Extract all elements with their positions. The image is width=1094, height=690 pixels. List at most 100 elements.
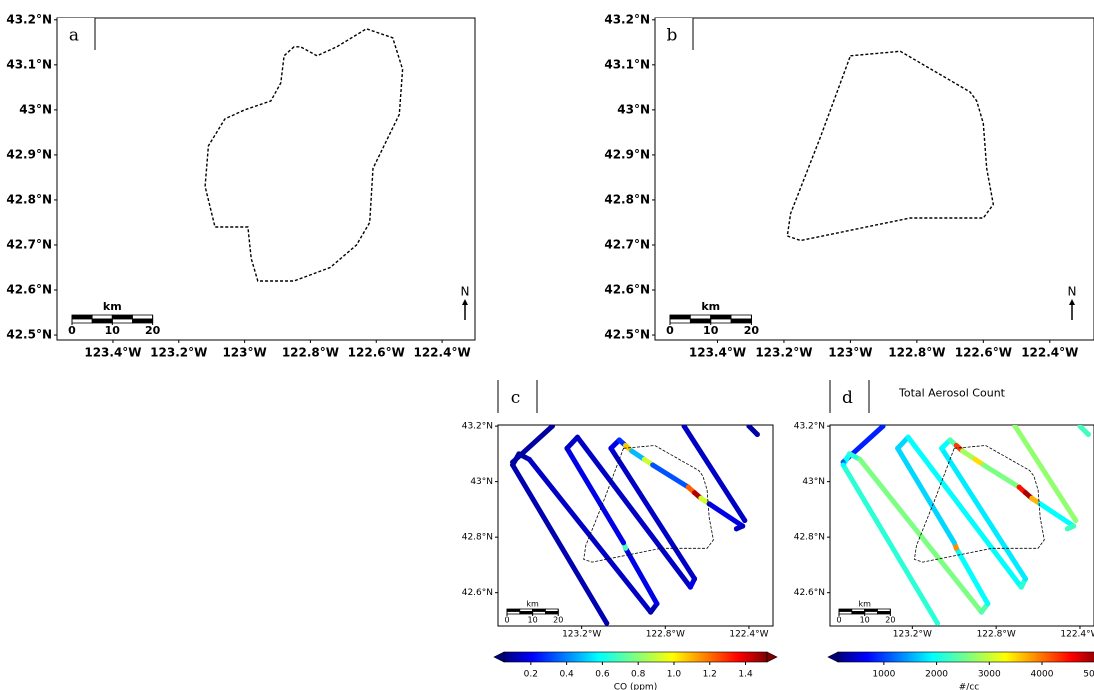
y-tick-label: 42.8°N [794,533,825,543]
track-point [1077,425,1083,429]
y-tick-label: 42.5°N [604,328,650,342]
scale-seg [532,611,546,615]
track-segment [608,445,698,582]
track-point [620,540,626,546]
track-point [706,501,712,507]
track-point [947,437,953,443]
colorbar-label: CO (ppm) [614,683,657,690]
scale-seg [730,318,752,324]
track-segment [840,462,940,626]
scale-seg [689,318,712,324]
scale-seg [545,611,559,615]
y-tick-label: 42.6°N [794,588,825,598]
track-point [880,425,886,429]
colorbar [503,651,768,663]
track-point [608,445,614,451]
scale-unit: km [701,300,720,313]
track-segment [895,434,911,451]
colorbar-label: #/cc [959,683,980,690]
north-arrowhead [462,299,468,305]
track-point [742,518,748,524]
y-tick-label: 43.2°N [794,422,825,432]
x-tick-label: 122.4°W [413,346,470,360]
y-tick-label: 43.2°N [604,12,650,26]
colorbar-tick-label: 0.6 [595,670,610,680]
y-tick-label: 43°N [802,477,825,487]
track-point [1029,495,1035,501]
x-tick-label: 122.4°W [1060,630,1094,640]
track-segment [706,501,746,529]
scale-tick-label: 10 [703,324,719,337]
track-segment [960,448,978,462]
scale-tick-label: 10 [105,324,121,337]
y-tick-label: 43.1°N [604,57,650,71]
panel-label: d [842,388,853,408]
scale-unit: km [103,300,122,313]
track-point [1018,584,1024,590]
scale-seg [689,314,712,320]
track-point [978,609,984,615]
x-tick-label: 123.4°W [84,346,141,360]
x-tick-label: 123.4°W [689,346,746,360]
y-tick-label: 42.6°N [462,588,493,598]
y-tick-label: 43.1°N [6,57,52,71]
scale-seg [111,318,133,324]
x-tick-label: 122.4°W [729,630,768,640]
track-point [895,445,901,451]
map-area [786,50,995,242]
scale-tick-label: 20 [553,616,563,625]
track-segment [510,462,610,626]
north-label: N [461,285,470,299]
x-tick-label: 123.2°W [755,346,812,360]
colorbar [837,651,1094,663]
track-point [857,456,863,462]
colorbar-tick-label: 5000 [1083,670,1094,680]
track-segment [681,425,748,524]
track-segment [905,434,1024,590]
colorbar-tick-label: 3000 [978,670,1001,680]
colorbar-tick-label: 0.2 [524,670,538,680]
track-point [953,545,959,551]
track-point [740,523,746,529]
north-arrowhead [1069,299,1075,305]
colorbar-extend [493,651,505,663]
track-point [733,526,739,532]
track-segment [564,445,626,546]
track-point [616,437,622,443]
track-point [1064,526,1070,532]
scale-seg [710,318,732,324]
scale-seg [851,611,866,615]
y-tick-label: 42.9°N [604,147,650,161]
scale-seg [669,318,691,324]
track-point [1073,518,1079,524]
track-segment [1037,501,1077,529]
x-tick-label: 122.6°W [348,346,405,360]
track-point [623,443,629,449]
track-point [574,434,580,440]
track-point [650,462,656,468]
x-tick-label: 122.8°W [888,346,945,360]
track-point [549,425,555,429]
scale-tick-label: 20 [145,324,161,337]
scale-seg [132,318,154,324]
track-point [687,584,693,590]
x-tick-label: 122.4°W [1021,346,1078,360]
track-point [905,434,911,440]
colorbar-tick-label: 1000 [872,670,895,680]
x-tick-label: 123°W [828,346,872,360]
label-box [57,18,95,50]
y-tick-label: 43°N [19,102,52,116]
track-point [953,443,959,449]
track-point [623,545,629,551]
scale-seg [838,611,853,615]
label-box [655,18,693,50]
y-tick-label: 42.8°N [6,192,52,206]
track-point [981,462,987,468]
north-label: N [1068,285,1077,299]
track-point [698,495,704,501]
x-tick-label: 122.6°W [955,346,1012,360]
track-point [1085,431,1091,437]
track-segment [857,456,984,615]
x-tick-label: 123.2°W [893,630,932,640]
scale-tick-label: 20 [744,324,760,337]
